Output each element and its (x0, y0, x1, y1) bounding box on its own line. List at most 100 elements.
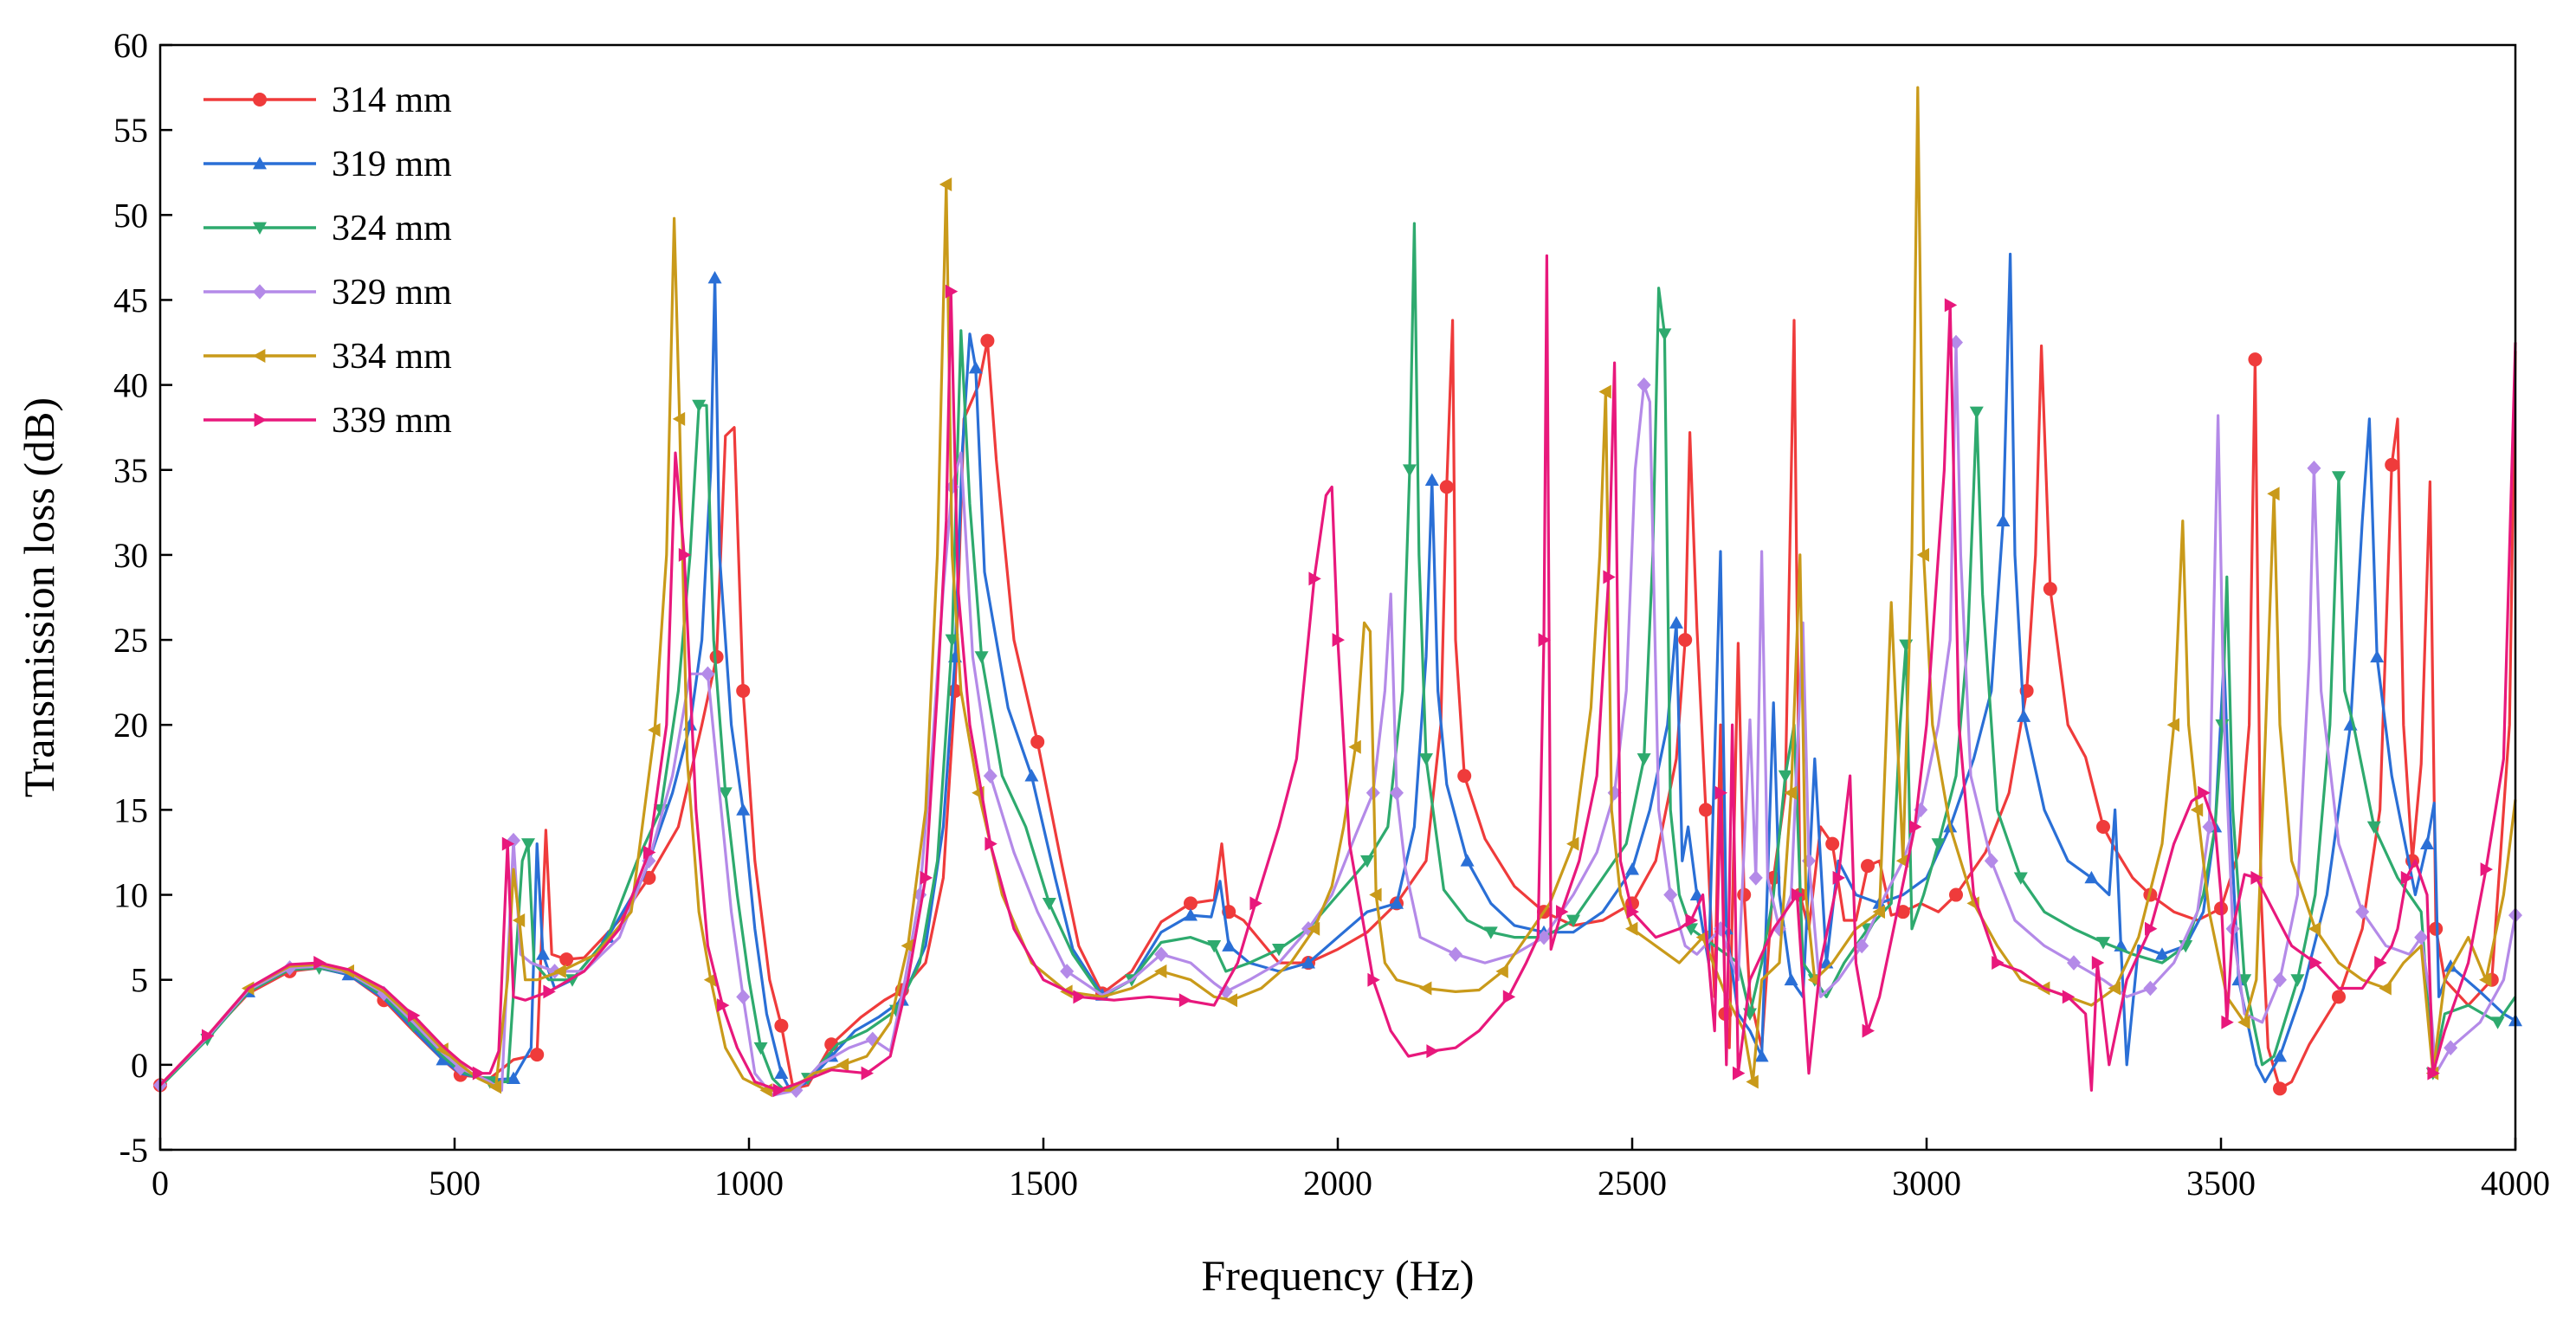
legend-swatch-marker (253, 157, 267, 170)
data-point (1207, 940, 1222, 953)
legend-label: 329 mm (332, 273, 452, 313)
data-point (436, 1052, 450, 1066)
data-point (553, 964, 566, 978)
data-point (1663, 887, 1678, 903)
data-point (939, 177, 952, 191)
legend: 314 mm 319 mm 324 mm 329 mm 334 mm 339 mm (203, 81, 452, 441)
data-point (1992, 956, 2005, 971)
x-tick-label: 1500 (1009, 1164, 1078, 1203)
data-point (1944, 298, 1958, 313)
data-point (717, 998, 730, 1013)
data-point (1042, 897, 1056, 911)
data-point (2091, 956, 2105, 971)
data-point (1861, 859, 1875, 874)
y-tick-label: -5 (119, 1131, 148, 1170)
legend-label: 314 mm (332, 81, 452, 120)
data-point (2237, 974, 2252, 987)
data-point (1899, 639, 1914, 652)
series-line (158, 86, 2517, 1092)
data-point (1538, 633, 1551, 648)
data-point (648, 723, 661, 738)
data-point (2145, 921, 2158, 936)
data-point (774, 1066, 789, 1080)
data-point (2479, 972, 2492, 987)
data-point (2013, 872, 2028, 885)
data-point (2444, 958, 2458, 972)
data-point (2017, 709, 2031, 722)
data-point (1030, 734, 1045, 749)
data-point (1249, 896, 1262, 911)
data-point (709, 649, 724, 664)
data-point (1969, 406, 1984, 420)
data-point (974, 651, 989, 664)
data-point (1895, 905, 1910, 919)
data-point (1657, 328, 1672, 341)
data-point (920, 870, 933, 885)
legend-label: 324 mm (332, 209, 452, 248)
y-tick-label: 35 (113, 451, 148, 490)
data-point (1895, 854, 1909, 868)
data-point (736, 989, 751, 1005)
data-point (1598, 384, 1611, 399)
data-point (521, 838, 535, 851)
legend-item: 319 mm (203, 145, 452, 184)
data-point (2190, 803, 2204, 817)
data-point (530, 1048, 545, 1062)
data-point (1073, 990, 1086, 1004)
data-point (2215, 719, 2230, 732)
data-point (2143, 980, 2158, 997)
data-point (700, 666, 715, 682)
data-point (2273, 971, 2287, 988)
data-point (1625, 921, 1638, 936)
data-point (1996, 513, 2011, 527)
data-point (2273, 1049, 2287, 1062)
y-tick-label: 45 (113, 281, 148, 319)
data-point (1862, 1023, 1875, 1038)
data-point (2427, 1066, 2440, 1081)
legend-swatch-marker (254, 413, 267, 427)
data-point (1367, 972, 1380, 987)
data-point (707, 270, 722, 284)
data-point (1483, 926, 1498, 939)
x-tick-label: 1000 (714, 1164, 784, 1203)
data-point (1855, 938, 1869, 954)
data-point (1637, 753, 1651, 766)
data-point (1272, 943, 1286, 957)
legend-label: 339 mm (332, 401, 452, 441)
data-point (1390, 896, 1404, 909)
data-point (1348, 739, 1361, 754)
data-point (1224, 993, 1237, 1008)
data-point (1332, 633, 1345, 648)
data-point (2490, 1016, 2505, 1029)
data-point (772, 1083, 785, 1098)
data-point (1154, 964, 1167, 978)
y-tick-label: 60 (113, 26, 148, 65)
data-point (1832, 870, 1845, 885)
data-point (678, 547, 692, 562)
data-point (1825, 836, 1840, 851)
data-point (1495, 964, 1508, 978)
data-point (1778, 770, 1792, 784)
data-point (861, 1066, 874, 1081)
data-point (672, 411, 686, 426)
data-point (2385, 457, 2399, 472)
data-point (1916, 547, 1929, 562)
data-point (980, 333, 995, 348)
data-point (2379, 981, 2392, 996)
data-point (2062, 990, 2076, 1004)
data-point (1439, 480, 1454, 494)
legend-swatch-marker (253, 349, 266, 363)
data-point (1184, 896, 1198, 911)
data-point (1449, 946, 1462, 963)
data-point (2202, 819, 2217, 835)
data-point (1784, 785, 1797, 800)
y-tick-label: 0 (131, 1046, 148, 1085)
data-point (1784, 972, 1798, 986)
data-point (2198, 785, 2211, 800)
data-point (1748, 870, 1763, 886)
data-point (1390, 784, 1404, 801)
data-point (968, 360, 983, 374)
data-point (1060, 964, 1075, 979)
x-tick-label: 500 (429, 1164, 481, 1203)
data-point (1949, 334, 1963, 351)
